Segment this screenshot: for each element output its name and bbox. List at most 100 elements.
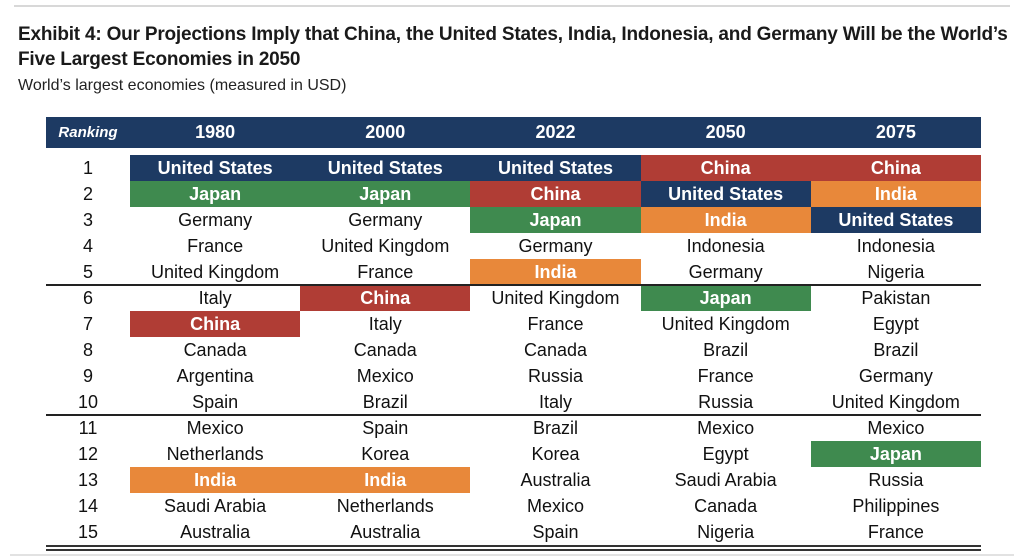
country-cell: Pakistan (861, 287, 931, 308)
country-cell: United Kingdom (661, 313, 790, 334)
header-year: 2022 (535, 122, 576, 142)
country-cell: Germany (858, 365, 933, 386)
rank-number: 12 (77, 443, 99, 464)
country-cell: United Kingdom (831, 391, 960, 412)
table-row: 10 Spain Brazil Italy Russia United Kingdom (46, 389, 981, 415)
country-cell: Russia (527, 365, 583, 386)
top5-divider (46, 284, 981, 286)
country-cell: Spain (532, 521, 579, 542)
country-cell: Saudi Arabia (674, 469, 777, 490)
country-cell: China (810, 155, 981, 181)
rank-number: 4 (82, 235, 93, 256)
header-year: 2075 (875, 122, 916, 142)
header-year: 1980 (195, 122, 236, 142)
top-divider (14, 5, 1010, 7)
table-row: 7 China Italy France United Kingdom Egypt (46, 311, 981, 337)
rank-number: 11 (78, 417, 98, 438)
rank-number: 5 (82, 261, 93, 282)
header-year: 2050 (705, 122, 746, 142)
country-cell: Canada (523, 339, 587, 360)
table-row: 4 France United Kingdom Germany Indonesia Ind… (46, 233, 981, 259)
table-row: 12 Netherlands Korea Korea Egypt Japan (46, 441, 981, 467)
country-cell: Argentina (176, 365, 254, 386)
country-cell: Japan (130, 181, 301, 207)
country-cell: France (867, 521, 924, 542)
table-row: 2 Japan Japan China United States India (46, 181, 981, 207)
country-cell: Nigeria (697, 521, 755, 542)
country-cell: Australia (180, 521, 251, 542)
country-cell: United States (640, 181, 811, 207)
country-cell: China (300, 285, 471, 311)
country-cell: United Kingdom (321, 235, 450, 256)
country-cell: United States (300, 155, 471, 181)
country-cell: India (640, 207, 811, 233)
rank-number: 9 (82, 365, 93, 386)
country-cell: Japan (810, 441, 981, 467)
rank-number: 2 (82, 183, 93, 204)
country-cell: Canada (694, 495, 758, 516)
country-cell: China (640, 155, 811, 181)
exhibit-subtitle: World’s largest economies (measured in U… (18, 77, 347, 94)
country-cell: India (810, 181, 981, 207)
rank-number: 7 (82, 313, 93, 334)
country-cell: Germany (688, 261, 763, 282)
country-cell: India (470, 259, 641, 285)
country-cell: China (470, 181, 641, 207)
rank-number: 13 (77, 469, 99, 490)
country-cell: Netherlands (336, 495, 434, 516)
country-cell: Australia (520, 469, 591, 490)
country-cell: Egypt (872, 313, 919, 334)
country-cell: India (130, 467, 301, 493)
table-row: 3 Germany Germany Japan India United States (46, 207, 981, 233)
country-cell: Russia (698, 391, 754, 412)
rank-number: 14 (77, 495, 99, 516)
country-cell: Italy (368, 313, 402, 334)
table-row: 1 United States United States United States… (46, 155, 981, 181)
country-cell: Germany (348, 209, 423, 230)
exhibit-title: Exhibit 4: Our Projections Imply that Ch… (18, 24, 1008, 70)
rank-number: 10 (77, 391, 99, 412)
country-cell: Brazil (703, 339, 749, 360)
table-row: 5 United Kingdom France India Germany Nigeria (46, 259, 981, 285)
country-cell: India (300, 467, 471, 493)
country-cell: United States (810, 207, 981, 233)
country-cell: United States (130, 155, 301, 181)
table-bottom-rule (46, 549, 981, 551)
top10-divider (46, 414, 981, 416)
rank-number: 1 (82, 157, 93, 178)
country-cell: China (130, 311, 301, 337)
country-cell: Brazil (532, 417, 578, 438)
country-cell: France (357, 261, 414, 282)
country-cell: Netherlands (166, 443, 264, 464)
country-cell: Italy (198, 287, 232, 308)
country-cell: Brazil (362, 391, 408, 412)
country-cell: Philippines (852, 495, 940, 516)
table-row: 13 India India Australia Saudi Arabia Russia (46, 467, 981, 493)
country-cell: United States (470, 155, 641, 181)
table-row: 6 Italy China United Kingdom Japan Pakistan (46, 285, 981, 311)
country-cell: Japan (470, 207, 641, 233)
country-cell: Japan (640, 285, 811, 311)
country-cell: Australia (350, 521, 421, 542)
rank-number: 15 (77, 521, 99, 542)
country-cell: United Kingdom (151, 261, 280, 282)
country-cell: Mexico (867, 417, 925, 438)
country-cell: Canada (183, 339, 247, 360)
country-cell: Korea (531, 443, 580, 464)
country-cell: Japan (300, 181, 471, 207)
table-row: 11 Mexico Spain Brazil Mexico Mexico (46, 415, 981, 441)
table-row: 14 Saudi Arabia Netherlands Mexico Canada Phi… (46, 493, 981, 519)
country-cell: Italy (538, 391, 572, 412)
header-ranking: Ranking (58, 124, 118, 141)
ranking-table-body: 1 United States United States United States… (46, 155, 981, 545)
country-cell: Indonesia (856, 235, 935, 256)
country-cell: Indonesia (686, 235, 765, 256)
country-cell: France (527, 313, 584, 334)
country-cell: United Kingdom (491, 287, 620, 308)
country-cell: Spain (192, 391, 239, 412)
country-cell: Mexico (697, 417, 755, 438)
country-cell: Nigeria (867, 261, 925, 282)
table-row: 8 Canada Canada Canada Brazil Brazil (46, 337, 981, 363)
country-cell: Brazil (873, 339, 919, 360)
country-cell: Mexico (356, 365, 414, 386)
